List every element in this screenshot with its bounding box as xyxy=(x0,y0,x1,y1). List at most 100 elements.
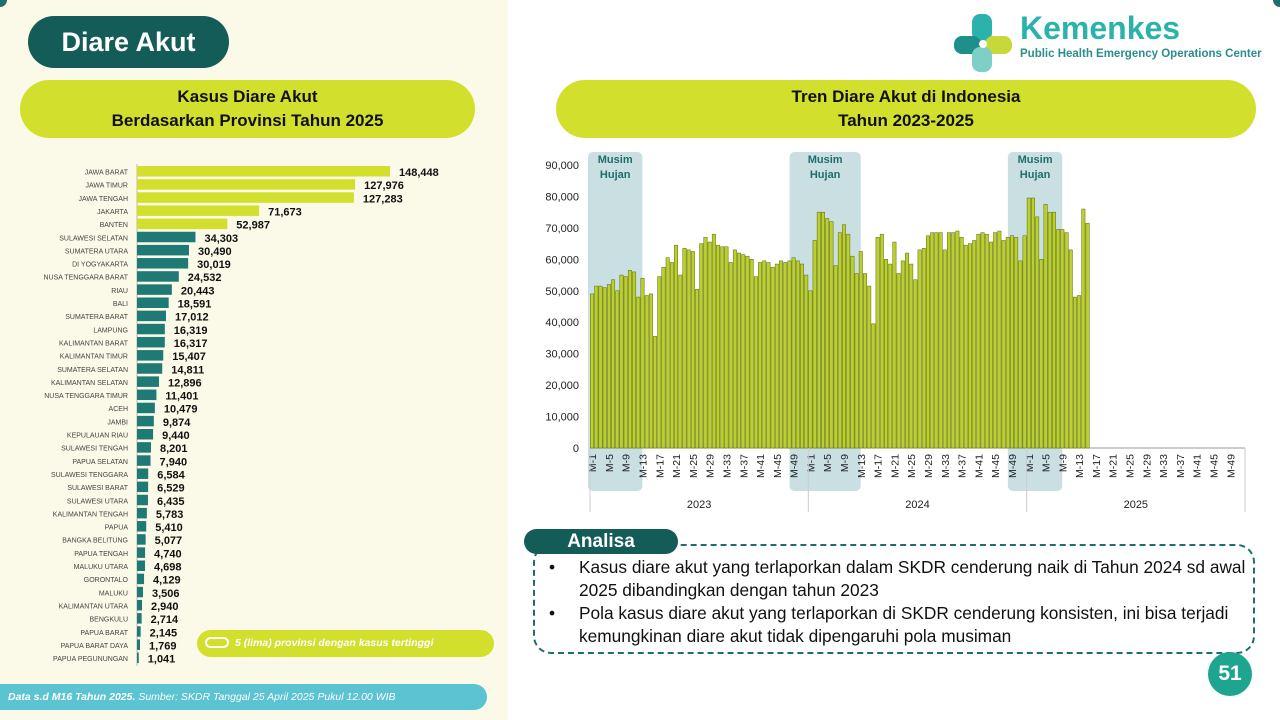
x-tick-label: M-41 xyxy=(1192,454,1204,478)
week-bar xyxy=(867,285,872,449)
x-tick-label: M-17 xyxy=(654,454,666,478)
province-value-label: 30,019 xyxy=(197,259,231,271)
week-bar xyxy=(615,290,620,449)
x-tick-label: M-33 xyxy=(1158,454,1170,478)
y-tick-label: 50,000 xyxy=(545,286,579,298)
province-bar xyxy=(137,455,151,466)
x-tick-label: M-17 xyxy=(873,454,885,478)
province-value-label: 30,490 xyxy=(198,246,232,258)
x-tick-label: M-1 xyxy=(805,454,817,472)
season-label: Musim xyxy=(598,154,633,166)
week-bar xyxy=(1035,216,1040,449)
left-chart-title: Kasus Diare Akut Berdasarkan Provinsi Ta… xyxy=(20,80,475,138)
province-value-label: 4,740 xyxy=(154,548,182,560)
x-tick-label: M-29 xyxy=(923,454,935,478)
province-bar xyxy=(137,231,196,243)
week-bar xyxy=(842,224,846,449)
week-bar xyxy=(758,262,762,449)
week-bar xyxy=(1026,197,1031,449)
week-bar xyxy=(1047,211,1052,449)
province-bar xyxy=(137,258,189,269)
province-value-label: 12,896 xyxy=(168,377,202,389)
province-value-label: 14,811 xyxy=(171,364,204,376)
province-bar-chart: JAWA BARAT 148,448 JAWA TIMUR 127,976 JAWA T… xyxy=(43,164,439,666)
week-bar xyxy=(875,237,880,449)
province-value-label: 127,976 xyxy=(364,180,404,192)
province-value-label: 6,529 xyxy=(157,483,185,495)
right-chart-title: Tren Diare Akut di Indonesia Tahun 2023-… xyxy=(556,80,1256,138)
week-bar xyxy=(716,244,721,449)
trend-bar-chart: Musim Hujan Musim Hujan Musim Hujan 0 10,000 20,… xyxy=(545,152,1246,512)
province-value-label: 148,448 xyxy=(399,167,439,179)
week-bar xyxy=(653,336,658,449)
province-bar xyxy=(137,468,149,479)
season-label: Musim xyxy=(1018,154,1053,166)
province-value-label: 2,714 xyxy=(151,614,179,626)
province-label: BALI xyxy=(113,301,128,308)
week-bar xyxy=(678,274,683,449)
week-bar xyxy=(1073,296,1077,449)
y-tick-label: 90,000 xyxy=(545,160,579,172)
province-label: SUMATERA UTARA xyxy=(65,248,128,255)
province-label: RIAU xyxy=(111,288,128,295)
week-bar xyxy=(594,285,599,449)
week-bar xyxy=(1005,237,1010,449)
province-label: PAPUA TENGAH xyxy=(74,551,128,558)
week-bar xyxy=(774,263,779,449)
province-label: PAPUA PEGUNUNGAN xyxy=(53,656,128,663)
week-bar xyxy=(858,251,863,449)
week-bar xyxy=(892,241,897,449)
week-bar xyxy=(955,230,960,449)
week-bar xyxy=(665,257,670,449)
province-value-label: 6,584 xyxy=(157,469,185,481)
week-bar xyxy=(682,248,687,449)
province-value-label: 4,698 xyxy=(154,562,182,574)
left-chart-title-line2: Berdasarkan Provinsi Tahun 2025 xyxy=(111,111,384,130)
legend-text: 5 (lima) provinsi dengan kasus tertinggi xyxy=(235,637,434,649)
province-label: JAKARTA xyxy=(97,209,128,216)
week-bar xyxy=(619,274,624,449)
week-bar xyxy=(934,232,939,449)
week-bar xyxy=(972,240,977,449)
x-tick-label: M-29 xyxy=(705,454,717,478)
x-tick-label: M-33 xyxy=(940,454,952,478)
province-label: GORONTALO xyxy=(84,577,129,584)
week-bar xyxy=(917,249,922,449)
week-bar xyxy=(905,252,909,449)
week-bar xyxy=(863,273,867,449)
week-bar xyxy=(1010,235,1014,449)
province-value-label: 6,435 xyxy=(157,496,185,508)
week-bar xyxy=(942,249,947,449)
y-tick-label: 20,000 xyxy=(545,380,579,392)
week-bar xyxy=(938,232,943,449)
province-label: SULAWESI TENGAH xyxy=(61,446,128,453)
province-label: PAPUA BARAT DAYA xyxy=(61,643,129,650)
week-bar xyxy=(783,262,788,449)
province-bar xyxy=(137,586,143,598)
right-chart-title-line2: Tahun 2023-2025 xyxy=(838,111,974,130)
province-label: SUMATERA BARAT xyxy=(65,314,128,321)
season-label: Hujan xyxy=(810,169,841,181)
x-tick-label: M-13 xyxy=(856,454,868,478)
x-tick-label: M-49 xyxy=(1225,454,1237,478)
footer-bold: Data s.d M16 Tahun 2025. xyxy=(8,691,136,703)
week-bar xyxy=(657,276,662,449)
corner-decoration xyxy=(1273,0,1280,7)
week-bar xyxy=(1018,260,1023,449)
province-bar xyxy=(137,442,151,453)
x-tick-label: M-9 xyxy=(621,454,633,472)
season-label: Hujan xyxy=(600,169,631,181)
year-label: 2025 xyxy=(1124,499,1148,511)
week-bar xyxy=(816,211,821,449)
province-bar xyxy=(137,429,154,440)
x-tick-label: M-49 xyxy=(789,454,801,478)
week-bar xyxy=(703,237,708,449)
province-label: JAMBI xyxy=(107,419,128,426)
week-bar xyxy=(1060,229,1065,449)
province-bar xyxy=(137,652,139,664)
province-bar xyxy=(137,166,390,177)
province-bar xyxy=(137,244,189,256)
week-bar xyxy=(720,246,725,449)
week-bar xyxy=(632,271,637,449)
province-label: JAWA BARAT xyxy=(85,170,129,177)
